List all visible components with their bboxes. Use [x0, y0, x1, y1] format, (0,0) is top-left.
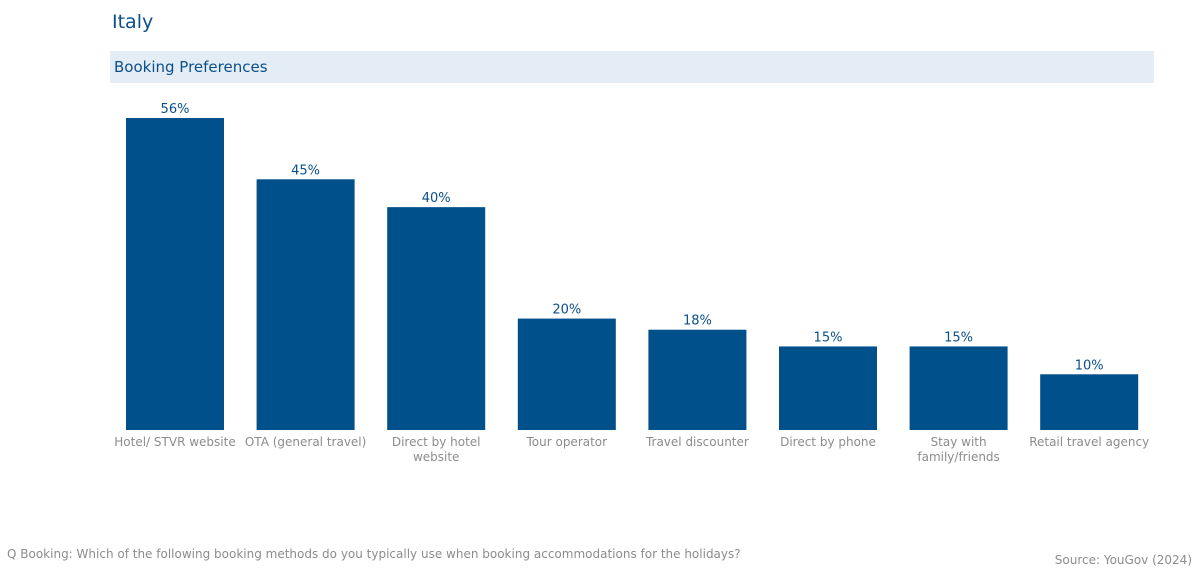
- bar-3: [387, 207, 486, 430]
- survey-question: Q Booking: Which of the following bookin…: [7, 547, 741, 561]
- category-label-2: OTA (general travel): [245, 435, 366, 449]
- category-label-8: Retail travel agency: [1029, 435, 1149, 449]
- bar-7: [909, 346, 1008, 430]
- category-label-4: Tour operator: [525, 435, 607, 449]
- value-label-5: 18%: [683, 314, 712, 329]
- bar-8: [1040, 374, 1139, 430]
- category-label-1: Hotel/ STVR website: [114, 435, 235, 449]
- category-label-3: Direct by hotel website: [392, 435, 481, 464]
- bar-2: [256, 179, 355, 430]
- section-header-band: Booking Preferences: [110, 51, 1154, 83]
- value-label-1: 56%: [161, 102, 190, 117]
- source-note: Source: YouGov (2024): [1054, 553, 1192, 567]
- bar-4: [517, 318, 616, 430]
- category-label-6: Direct by phone: [780, 435, 876, 449]
- bar-5: [648, 329, 747, 430]
- category-label-5: Travel discounter: [645, 435, 749, 449]
- value-label-6: 15%: [814, 330, 843, 345]
- country-title: Italy: [112, 11, 154, 33]
- value-label-4: 20%: [552, 303, 581, 318]
- value-label-3: 40%: [422, 191, 451, 206]
- value-label-8: 10%: [1075, 358, 1104, 373]
- bar-6: [779, 346, 877, 430]
- chart-title: Booking Preferences: [114, 58, 268, 76]
- value-label-2: 45%: [291, 163, 320, 178]
- value-label-7: 15%: [944, 330, 973, 345]
- category-label-7: Stay with family/friends: [917, 435, 999, 464]
- bar-1: [126, 118, 224, 430]
